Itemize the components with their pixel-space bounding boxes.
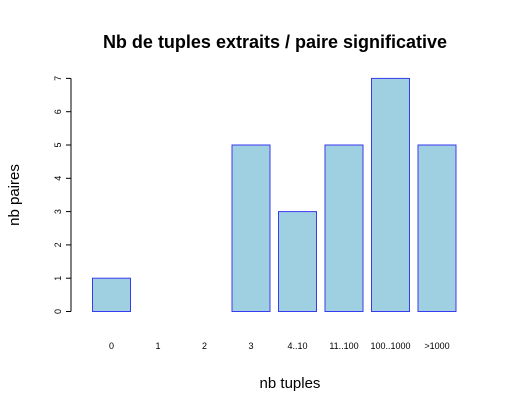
y-tick-label: 3 [53, 209, 63, 214]
y-tick-label: 6 [53, 109, 63, 114]
y-tick-label: 7 [53, 76, 63, 81]
y-tick-label: 2 [53, 242, 63, 247]
x-tick-label: 4..10 [287, 341, 307, 351]
x-tick-label: 0 [109, 341, 114, 351]
bar [92, 277, 131, 313]
chart-title: Nb de tuples extraits / paire significat… [103, 32, 447, 52]
x-tick-label: 1 [155, 341, 160, 351]
x-tick-label: 3 [248, 341, 253, 351]
bar [324, 144, 364, 312]
bar [417, 144, 457, 312]
y-tick-label: 5 [53, 142, 63, 147]
x-axis-title: nb tuples [260, 375, 321, 392]
y-tick-label: 4 [53, 176, 63, 181]
bar [231, 144, 271, 312]
y-axis-title: nb paires [6, 164, 23, 226]
y-tick-label: 1 [53, 276, 63, 281]
bars-group [92, 77, 457, 313]
x-tick-label: 11..100 [329, 341, 358, 351]
x-tick-label: 100..1000 [370, 341, 410, 351]
x-axis-labels: 0 1 2 3 4..10 11..100 100..1000 >1000 [109, 341, 450, 351]
y-tick-label: 0 [53, 309, 63, 314]
y-axis: 0 1 2 3 4 5 6 7 [53, 76, 72, 314]
x-tick-label: 2 [202, 341, 207, 351]
bar [278, 211, 317, 313]
x-tick-label: >1000 [424, 341, 449, 351]
bar [371, 77, 410, 313]
